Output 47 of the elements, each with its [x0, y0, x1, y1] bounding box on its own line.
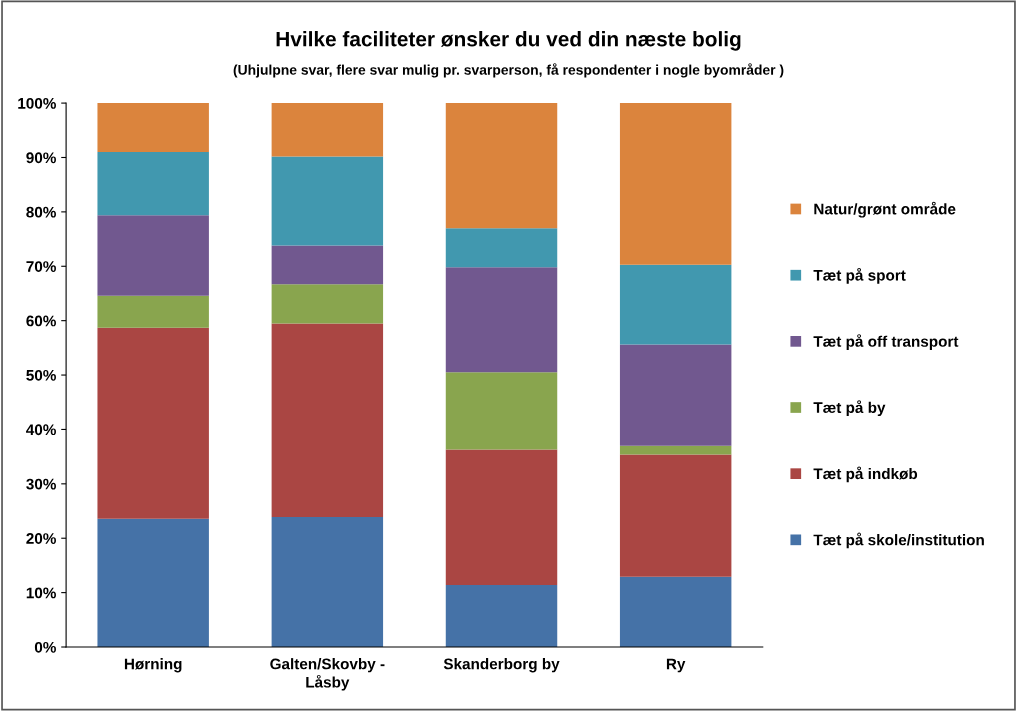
bar — [271, 323, 384, 518]
chart-title: Hvilke faciliteter ønsker du ved din næste bolig — [276, 31, 741, 51]
legend-label: Tæt på skole/institution — [813, 532, 984, 549]
bar — [619, 576, 732, 648]
bar — [445, 267, 558, 373]
legend-label: Tæt på indkøb — [813, 466, 918, 483]
legend-label: Tæt på by — [813, 400, 886, 417]
bar — [619, 445, 732, 455]
y-tick-label: 50% — [26, 369, 56, 381]
legend-label: Natur/grønt område — [814, 201, 956, 218]
x-tick-label: Galten/Skovby - Låsby — [270, 658, 385, 691]
bar — [445, 103, 558, 229]
bar — [271, 103, 384, 157]
y-tick-label: 90% — [26, 152, 56, 164]
bar — [619, 454, 732, 577]
y-tick-label: 10% — [26, 587, 56, 599]
x-tick-label: Ry — [666, 658, 686, 673]
bar — [271, 517, 384, 648]
legend-label: Tæt på off transport — [813, 334, 959, 350]
bar — [619, 103, 732, 265]
y-tick-label: 70% — [26, 261, 56, 272]
y-tick-label: 30% — [26, 478, 56, 490]
bar — [271, 156, 384, 246]
chart-subtitle: (Uhjulpne svar, flere svar mulig pr. svarperson, få respondenter i nogle byområder ) — [233, 63, 784, 78]
bar — [445, 372, 558, 450]
bar — [97, 327, 209, 519]
bar — [619, 344, 732, 446]
bar — [97, 518, 209, 648]
y-tick-label: 100% — [18, 97, 56, 109]
y-tick-label: 20% — [26, 533, 56, 544]
x-tick-label: Skanderborg by — [443, 658, 560, 673]
bar — [271, 284, 384, 324]
legend-label: Tæt på sport — [813, 267, 906, 284]
bar — [97, 152, 209, 216]
bar — [619, 264, 732, 345]
y-tick-label: 60% — [26, 315, 56, 327]
bar — [97, 103, 209, 153]
bar — [97, 215, 209, 296]
bar — [445, 228, 558, 268]
x-tick-label: Hørning — [124, 658, 182, 673]
y-tick-label: 0% — [34, 641, 56, 653]
bar — [445, 585, 558, 648]
y-tick-label: 80% — [26, 206, 56, 218]
bar — [445, 449, 558, 585]
bar — [97, 295, 209, 328]
bar — [271, 245, 384, 285]
y-tick-label: 40% — [26, 424, 56, 436]
